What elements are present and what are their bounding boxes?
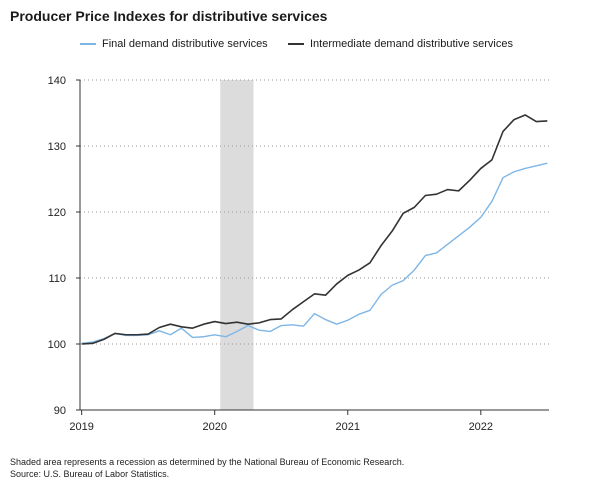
legend-label-final-demand: Final demand distributive services: [102, 38, 268, 50]
x-tick-label-2020: 2020: [202, 421, 226, 433]
x-tick-label-2019: 2019: [69, 421, 93, 433]
y-tick-label-130: 130: [48, 141, 66, 153]
y-tick-label-140: 140: [48, 75, 66, 87]
recession-shading: [220, 80, 254, 410]
y-tick-label-100: 100: [48, 339, 66, 351]
x-tick-label-2021: 2021: [336, 421, 360, 433]
legend-label-intermediate-demand: Intermediate demand distributive service…: [310, 38, 513, 50]
legend-item-intermediate-demand: Intermediate demand distributive service…: [288, 38, 513, 50]
x-tick-label-2022: 2022: [469, 421, 493, 433]
series-line-final-demand: [81, 162, 548, 345]
chart-legend: Final demand distributive services Inter…: [0, 38, 600, 54]
legend-swatch-intermediate-demand: [288, 43, 304, 45]
legend-swatch-final-demand: [80, 43, 96, 45]
chart-title: Producer Price Indexes for distributive …: [10, 8, 328, 24]
series-line-intermediate-demand: [81, 114, 548, 345]
y-tick-label-110: 110: [48, 273, 66, 285]
y-tick-label-120: 120: [48, 207, 66, 219]
legend-item-final-demand: Final demand distributive services: [80, 38, 268, 50]
recession-note: Shaded area represents a recession as de…: [10, 457, 405, 467]
chart-notes: Shaded area represents a recession as de…: [10, 456, 404, 480]
y-tick-label-90: 90: [54, 405, 66, 417]
source-note: Source: U.S. Bureau of Labor Statistics.: [10, 469, 170, 479]
